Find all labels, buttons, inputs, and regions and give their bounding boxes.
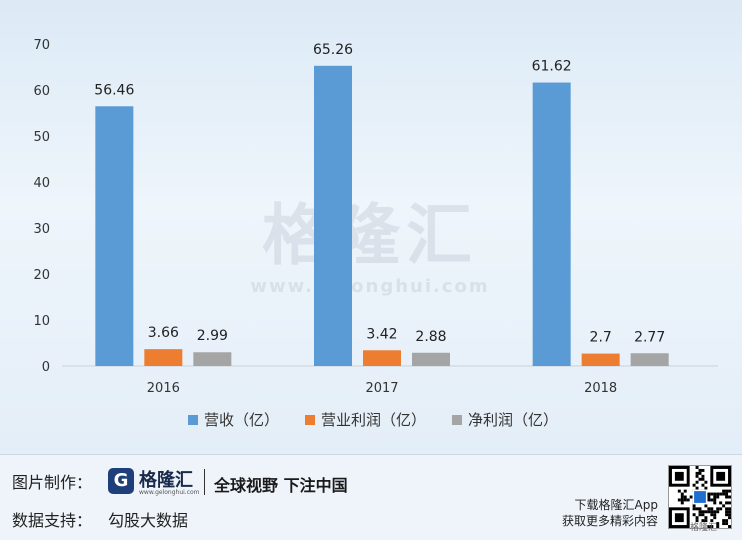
data-label: 3.42 (366, 326, 397, 342)
logo-mark-icon: G (108, 468, 134, 494)
x-tick-label: 2018 (584, 381, 617, 396)
logo-divider (204, 469, 205, 495)
y-tick-label: 10 (33, 314, 50, 329)
source-label: 数据支持： (12, 511, 93, 530)
y-tick-label: 70 (33, 38, 50, 53)
y-tick-label: 50 (33, 130, 50, 145)
gelonghui-logo: G 格隆汇 www.gelonghui.com (108, 465, 200, 497)
bar (412, 352, 450, 366)
data-label: 2.88 (415, 329, 446, 345)
data-label: 3.66 (148, 325, 179, 341)
bar (363, 350, 401, 366)
bar-chart: 0 10 20 30 40 50 60 70 56.46 3.66 2.99 2016 65.26 3.4… (33, 38, 718, 429)
y-tick-label: 0 (42, 360, 50, 375)
bar (193, 352, 232, 366)
data-label: 65.26 (313, 42, 353, 58)
app-download-text: 下载格隆汇App 获取更多精彩内容 (562, 497, 658, 529)
bar (581, 353, 620, 366)
qr-watermark: 格隆汇 (690, 523, 718, 533)
data-label: 2.7 (590, 330, 612, 346)
x-tick-label: 2016 (147, 381, 180, 396)
data-label: 2.77 (634, 329, 665, 345)
legend-swatch (305, 415, 315, 425)
bar (95, 106, 134, 366)
y-tick-label: 60 (33, 84, 50, 99)
bar (630, 353, 669, 366)
bar (144, 349, 183, 366)
legend-swatch (188, 415, 198, 425)
logo-url: www.gelonghui.com (139, 489, 200, 496)
legend-label: 营收（亿） (204, 411, 279, 429)
qr-code-icon[interactable] (668, 465, 732, 529)
slogan: 全球视野 下注中国 (214, 476, 348, 495)
data-label: 56.46 (94, 82, 134, 98)
bar (314, 65, 352, 366)
y-tick-label: 30 (33, 222, 50, 237)
data-label: 61.62 (532, 59, 572, 75)
legend-swatch (452, 415, 462, 425)
credit-label: 图片制作： (12, 473, 93, 492)
app-download-line1: 下载格隆汇App (574, 498, 658, 512)
app-download-line2: 获取更多精彩内容 (561, 514, 658, 528)
source-value: 勾股大数据 (108, 511, 189, 530)
chart-area: 格隆汇 www.gelonghui.com 0 10 20 30 40 50 60 70 56.… (0, 0, 742, 454)
data-label: 2.99 (197, 328, 228, 344)
y-tick-label: 20 (33, 268, 50, 283)
bar (532, 82, 571, 366)
legend-label: 营业利润（亿） (321, 411, 426, 429)
logo-text: 格隆汇 (139, 470, 193, 491)
footer: 图片制作： G 格隆汇 www.gelonghui.com 全球视野 下注中国 … (0, 454, 742, 540)
y-tick-label: 40 (33, 176, 50, 191)
legend-label: 净利润（亿） (468, 411, 558, 429)
x-tick-label: 2017 (365, 381, 398, 396)
